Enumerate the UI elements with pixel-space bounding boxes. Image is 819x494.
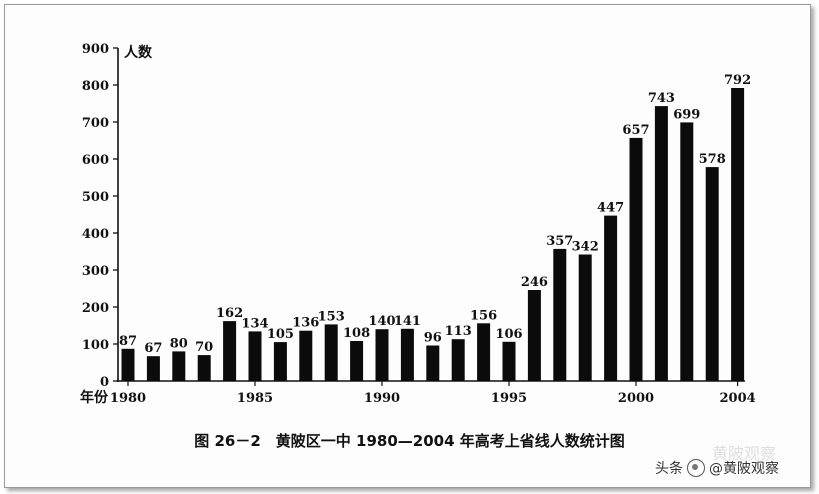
y-tick-label: 0 <box>100 375 109 390</box>
bar <box>324 324 338 381</box>
bar-value-label: 70 <box>195 340 213 355</box>
x-tick-label: 2000 <box>618 391 654 406</box>
bar <box>350 341 364 381</box>
watermark: 头条 @黄陂观察 <box>655 458 779 478</box>
y-tick-label: 300 <box>82 264 109 279</box>
x-axis-title: 年份 <box>80 389 109 406</box>
bar <box>146 356 160 381</box>
y-tick-label: 600 <box>82 153 109 168</box>
bar <box>248 331 262 381</box>
bar-value-label: 67 <box>144 341 162 356</box>
bar-value-label: 162 <box>216 306 243 321</box>
bar <box>527 290 541 381</box>
bar <box>731 88 745 381</box>
x-tick-label: 1980 <box>110 391 146 406</box>
bar-value-label: 113 <box>445 324 472 339</box>
bar-value-label: 96 <box>424 331 442 346</box>
bar <box>680 122 694 382</box>
bar <box>273 342 287 381</box>
bar <box>197 355 211 381</box>
bar <box>705 167 719 381</box>
y-axis-title: 人数 <box>124 44 153 61</box>
bar <box>578 254 592 381</box>
bar-value-label: 699 <box>673 107 700 122</box>
chart-axes: 0 100 200 300 400 500 600 700 800 900 1980 1985 1990… <box>82 42 756 406</box>
bar-value-label: 342 <box>572 240 599 255</box>
bar <box>400 328 414 381</box>
bar <box>502 341 516 381</box>
bar-value-label: 447 <box>597 201 624 216</box>
watermark-prefix: 头条 <box>655 461 683 477</box>
bar-value-label: 108 <box>343 326 370 341</box>
chart-bars <box>121 88 745 382</box>
y-tick-label: 200 <box>82 301 109 316</box>
y-tick-label: 800 <box>82 79 109 94</box>
bar-value-label: 743 <box>648 91 675 106</box>
bar <box>629 137 643 381</box>
bar-value-label: 657 <box>622 123 649 138</box>
bar <box>477 323 491 381</box>
bar <box>172 351 186 381</box>
x-tick-label: 1990 <box>364 391 400 406</box>
figure-frame <box>4 4 811 488</box>
bar-value-label: 156 <box>470 308 497 323</box>
bar <box>654 106 668 381</box>
bar-value-label: 357 <box>546 234 573 249</box>
y-tick-label: 900 <box>82 42 109 57</box>
y-tick-label: 700 <box>82 116 109 131</box>
bar <box>121 348 135 381</box>
bar-value-label: 246 <box>521 275 548 290</box>
watermark-ghost-text: 黄陂观察 <box>712 444 777 463</box>
bar-value-label: 134 <box>241 316 268 331</box>
x-tick-label: 1985 <box>237 391 273 406</box>
bar <box>299 330 313 381</box>
bar-value-label: 578 <box>699 152 726 167</box>
y-tick-label: 400 <box>82 227 109 242</box>
bar-value-label: 140 <box>368 314 395 329</box>
bar-value-label: 136 <box>292 316 319 331</box>
watermark-handle: @黄陂观察 <box>709 461 779 477</box>
bar <box>426 345 440 381</box>
wechat-logo-icon <box>687 459 705 477</box>
y-tick-label: 100 <box>82 338 109 353</box>
bar <box>604 215 618 381</box>
bar <box>375 329 389 381</box>
bar-value-label: 106 <box>495 327 522 342</box>
figure-caption: 图 26－2 黄陂区一中 1980—2004 年高考上省线人数统计图 <box>194 432 625 450</box>
x-tick-label: 1995 <box>491 391 527 406</box>
bar <box>451 339 465 381</box>
bar-value-label: 105 <box>267 327 294 342</box>
bar-value-label: 80 <box>170 336 188 351</box>
bar-value-label: 87 <box>119 334 137 349</box>
x-tick-label: 2004 <box>720 391 756 406</box>
bar <box>553 248 567 381</box>
bar-value-label: 153 <box>318 309 345 324</box>
bar-value-label: 792 <box>724 73 751 88</box>
bar-value-label: 141 <box>394 314 421 329</box>
bar <box>223 321 237 381</box>
y-tick-label: 500 <box>82 190 109 205</box>
